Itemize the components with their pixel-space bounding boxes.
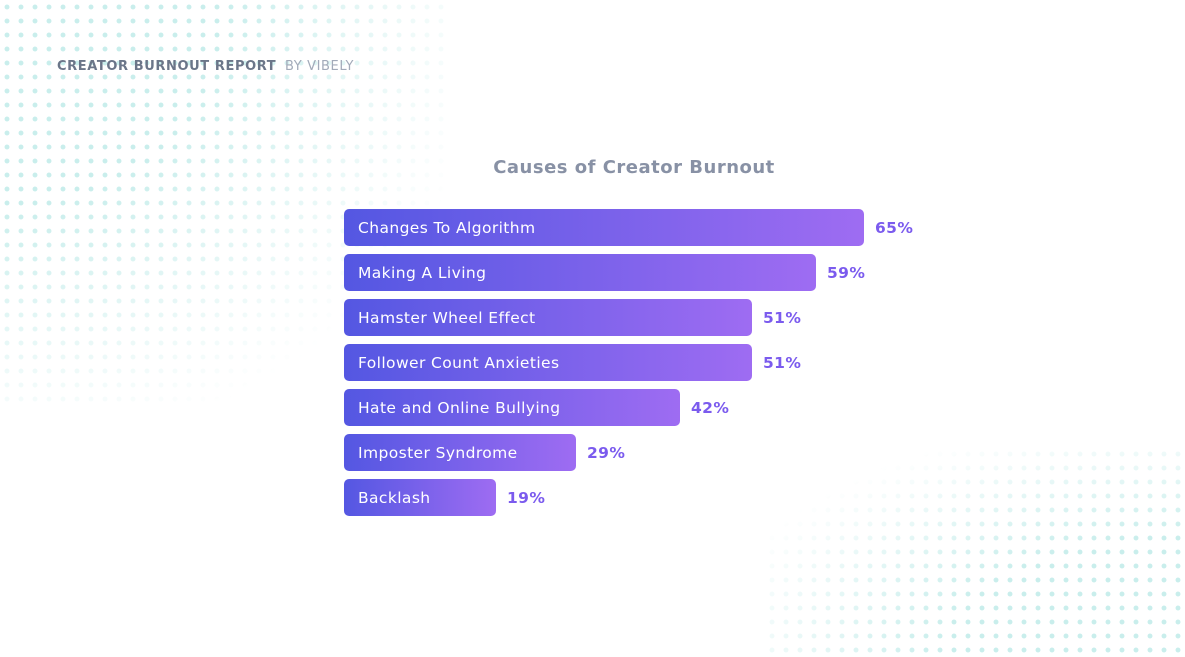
report-header: CREATOR BURNOUT REPORT BY VIBELY bbox=[57, 59, 354, 74]
bar-value-label: 42% bbox=[691, 398, 730, 417]
bar-category-label: Backlash bbox=[358, 488, 431, 507]
bar: Changes To Algorithm bbox=[344, 209, 864, 246]
bar-row: Making A Living 59% bbox=[344, 254, 964, 291]
bar: Follower Count Anxieties bbox=[344, 344, 752, 381]
bar-row: Changes To Algorithm 65% bbox=[344, 209, 964, 246]
bar: Imposter Syndrome bbox=[344, 434, 576, 471]
bar-value-label: 59% bbox=[827, 263, 866, 282]
bar-category-label: Follower Count Anxieties bbox=[358, 353, 560, 372]
bar-value-label: 51% bbox=[763, 353, 802, 372]
bar-value-label: 51% bbox=[763, 308, 802, 327]
bar: Backlash bbox=[344, 479, 496, 516]
bar: Making A Living bbox=[344, 254, 816, 291]
report-byline: BY VIBELY bbox=[285, 59, 354, 74]
bar-value-label: 19% bbox=[507, 488, 546, 507]
bar-category-label: Changes To Algorithm bbox=[358, 218, 536, 237]
bar-value-label: 65% bbox=[875, 218, 914, 237]
bar-category-label: Imposter Syndrome bbox=[358, 443, 518, 462]
burnout-bar-chart: Causes of Creator Burnout Changes To Alg… bbox=[344, 157, 964, 524]
bar-value-label: 29% bbox=[587, 443, 626, 462]
bar-category-label: Hamster Wheel Effect bbox=[358, 308, 536, 327]
report-title: CREATOR BURNOUT REPORT bbox=[57, 59, 277, 74]
bar-row: Hamster Wheel Effect 51% bbox=[344, 299, 964, 336]
bar-category-label: Hate and Online Bullying bbox=[358, 398, 561, 417]
bar-row: Imposter Syndrome 29% bbox=[344, 434, 964, 471]
bar-row: Follower Count Anxieties 51% bbox=[344, 344, 964, 381]
chart-title: Causes of Creator Burnout bbox=[493, 157, 775, 178]
bar-row: Backlash 19% bbox=[344, 479, 964, 516]
bar: Hamster Wheel Effect bbox=[344, 299, 752, 336]
bar-row: Hate and Online Bullying 42% bbox=[344, 389, 964, 426]
bars: Changes To Algorithm 65% Making A Living 59… bbox=[344, 209, 964, 516]
bar-category-label: Making A Living bbox=[358, 263, 487, 282]
bar: Hate and Online Bullying bbox=[344, 389, 680, 426]
